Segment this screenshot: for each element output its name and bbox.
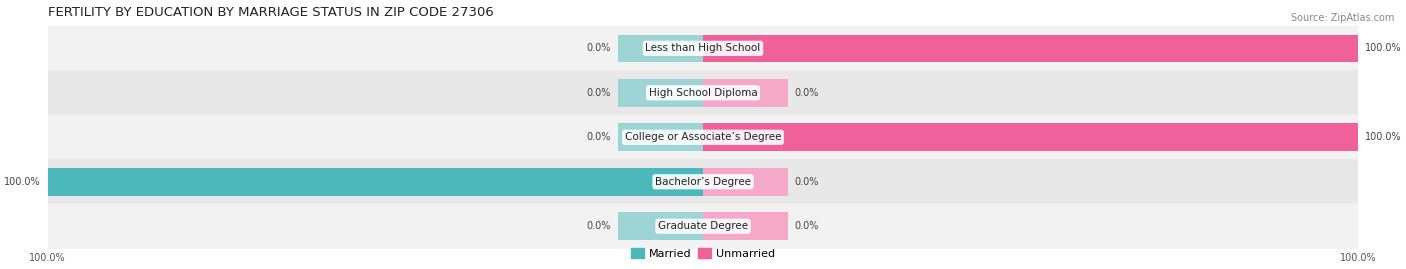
Text: Bachelor’s Degree: Bachelor’s Degree — [655, 177, 751, 187]
Text: 100.0%: 100.0% — [4, 177, 41, 187]
Bar — [617, 213, 703, 240]
Text: High School Diploma: High School Diploma — [648, 88, 758, 98]
Text: Less than High School: Less than High School — [645, 43, 761, 53]
FancyBboxPatch shape — [48, 115, 1358, 160]
Bar — [703, 34, 1358, 62]
FancyBboxPatch shape — [48, 204, 1358, 249]
Text: 0.0%: 0.0% — [794, 177, 820, 187]
Bar — [48, 168, 703, 196]
Bar — [703, 168, 789, 196]
Text: Source: ZipAtlas.com: Source: ZipAtlas.com — [1291, 13, 1395, 23]
FancyBboxPatch shape — [48, 70, 1358, 115]
Text: 0.0%: 0.0% — [794, 88, 820, 98]
Text: College or Associate’s Degree: College or Associate’s Degree — [624, 132, 782, 142]
Bar — [617, 34, 703, 62]
Bar — [703, 79, 789, 107]
Text: 0.0%: 0.0% — [586, 43, 612, 53]
Text: 0.0%: 0.0% — [586, 88, 612, 98]
Bar — [703, 123, 1358, 151]
Bar — [617, 123, 703, 151]
Bar — [617, 79, 703, 107]
Text: 0.0%: 0.0% — [586, 221, 612, 231]
FancyBboxPatch shape — [48, 159, 1358, 204]
Text: 0.0%: 0.0% — [586, 132, 612, 142]
Text: Graduate Degree: Graduate Degree — [658, 221, 748, 231]
Legend: Married, Unmarried: Married, Unmarried — [627, 244, 779, 263]
Text: FERTILITY BY EDUCATION BY MARRIAGE STATUS IN ZIP CODE 27306: FERTILITY BY EDUCATION BY MARRIAGE STATU… — [48, 6, 494, 19]
Text: 0.0%: 0.0% — [794, 221, 820, 231]
FancyBboxPatch shape — [48, 26, 1358, 71]
Text: 100.0%: 100.0% — [1365, 132, 1402, 142]
Bar — [703, 213, 789, 240]
Text: 100.0%: 100.0% — [1365, 43, 1402, 53]
